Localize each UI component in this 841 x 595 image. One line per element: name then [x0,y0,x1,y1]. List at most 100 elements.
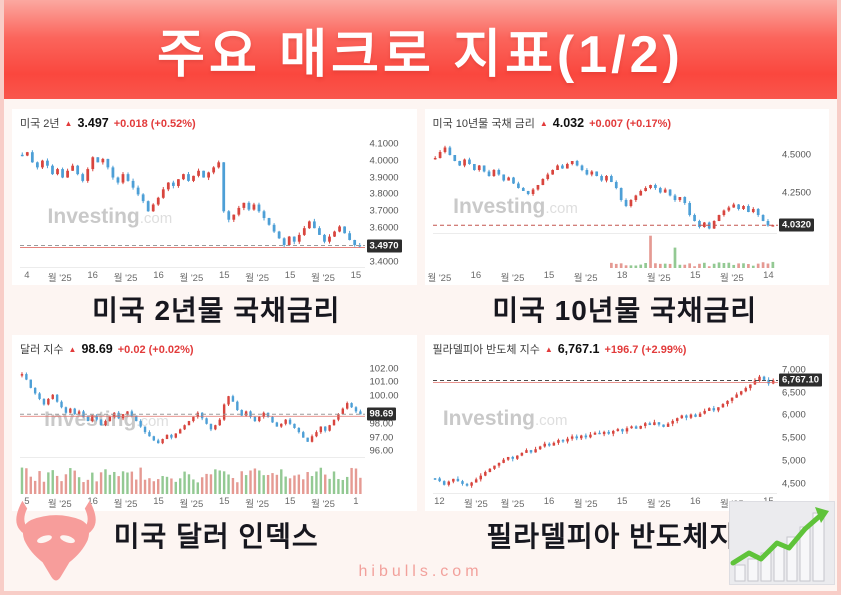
x-tick-label: 월 '25 [500,273,525,284]
candlestick-plot: Investing.com [432,363,778,494]
chart-card-philly-semi: 필라델피아 반도체 지수 ▲ 6,767.1 +196.7 (+2.99%) I… [424,335,829,511]
chart-title: 필라델피아 반도체 지수 [432,344,540,356]
x-tick-label: 월 '25 [113,499,138,510]
last-value: 6,767.1 [557,342,600,356]
x-tick-label: 월 '25 [573,273,598,284]
x-axis: 월 '25 16 월 '25 15 월 '25 18 월 '25 15 월 '25 14 [427,268,778,284]
y-tick-label: 4.1000 [369,138,399,150]
y-tick-label: 98.00 [369,418,394,430]
y-tick-label: 3.8000 [369,188,399,200]
x-tick-label: 월 '25 [245,499,270,510]
caption-row-bottom: 미국 달러 인덱스 필라델피아 반도체지수 [12,515,829,555]
x-tick-label: 15 [350,270,362,281]
x-tick-label: 15 [284,496,296,507]
y-tick-label: 4,500 [782,478,806,490]
y-tick-label: 6,000 [782,409,806,421]
x-tick-label: 월 '25 [113,273,138,284]
last-price-badge: 98.69 [366,407,397,421]
y-axis: 102.00 101.00 100.00 98.00 97.00 96.00 98.69 [365,363,415,509]
chart-row-top: 미국 2년 ▲ 3.497 +0.018 (+0.52%) Investing.… [12,109,829,285]
volume-panel [433,234,778,268]
x-tick-label: 16 [87,270,98,281]
chart-caption-us-2y: 미국 2년물 국채금리 [92,295,341,326]
chart-card-us-10y: 미국 10년물 국채 금리 ▲ 4.032 +0.007 (+0.17%) In… [424,109,829,285]
y-tick-label: 4.0000 [369,155,399,167]
x-tick-label: 4 [24,270,30,281]
candlestick-plot: Investing.com [20,363,365,458]
chart-caption-philly-semi: 필라델피아 반도체지수 [486,521,763,552]
x-tick-label: 월 '25 [47,273,72,284]
y-tick-label: 101.00 [369,376,399,388]
content-area: 미국 2년 ▲ 3.497 +0.018 (+0.52%) Investing.… [4,99,837,581]
chart-title: 미국 10년물 국채 금리 [432,118,535,130]
footer-url: hibulls.com [358,563,483,580]
y-tick-label: 3.6000 [369,222,399,234]
x-tick-label: 16 [689,496,701,507]
x-tick-label: 월 '25 [573,499,598,510]
volume-panel [20,458,365,494]
x-tick-label: 월 '25 [179,273,204,284]
x-tick-label: 14 [763,270,774,281]
chart-body: Investing.com 월 '25 16 월 '25 15 월 '25 18 월 '25… [427,137,828,284]
x-tick-label: 18 [616,270,628,281]
x-tick-label: 월 '25 [646,273,671,284]
y-tick-label: 102.00 [369,363,399,375]
x-tick-label: 월 '25 [464,499,488,510]
y-tick-label: 97.00 [369,432,394,444]
x-axis: 5 월 '25 16 월 '25 15 월 '25 15 월 '25 15 월 '25 1 [20,494,365,510]
chart-caption-dollar-index: 미국 달러 인덱스 [113,521,319,552]
x-tick-label: 16 [153,270,164,281]
x-tick-label: 15 [689,270,701,281]
up-arrow-icon: ▲ [64,119,73,128]
x-tick-label: 15 [153,496,164,507]
y-tick-label: 3.7000 [369,205,399,217]
last-value: 98.69 [81,342,113,356]
x-tick-label: 월 '25 [427,273,452,284]
y-tick-label: 5,500 [782,432,806,444]
y-axis: 4.1000 4.0000 3.9000 3.8000 3.7000 3.6000 3.40… [365,137,415,283]
page-title: 주요 매크로 지표(1/2) [157,26,684,84]
candlestick-plot: Investing.com [432,137,778,234]
x-tick-label: 월 '25 [179,499,204,510]
header-banner: 주요 매크로 지표(1/2) [4,0,837,99]
y-tick-label: 100.00 [369,390,399,402]
change-value: +0.007 (+0.17%) [589,118,672,130]
x-tick-label: 15 [218,270,230,281]
x-tick-label: 1 [353,496,359,507]
y-axis: 4.5000 4.2500 4.0320 [777,137,827,283]
chart-header: 미국 10년물 국채 금리 ▲ 4.032 +0.007 (+0.17%) [433,115,828,133]
chart-body: Investing.com 4 월 '25 16 월 '25 16 월 '25 15 월 '2… [20,137,415,284]
y-tick-label: 4.5000 [782,149,812,161]
chart-title: 미국 2년 [20,118,60,130]
chart-header: 필라델피아 반도체 지수 ▲ 6,767.1 +196.7 (+2.99%) [433,341,828,359]
last-price-badge: 3.4970 [366,239,402,253]
last-price-badge: 4.0320 [779,218,815,232]
y-tick-label: 5,000 [782,455,806,467]
chart-caption-us-10y: 미국 10년물 국채금리 [492,295,758,326]
x-tick-label: 월 '25 [245,273,270,284]
y-tick-label: 7,000 [782,364,806,376]
last-price-badge: 6,767.10 [779,373,822,387]
x-tick-label: 월 '25 [311,499,335,510]
chart-row-bottom: 달러 지수 ▲ 98.69 +0.02 (+0.02%) Investing.c… [12,335,829,511]
y-tick-label: 96.00 [369,445,394,457]
chart-card-us-2y: 미국 2년 ▲ 3.497 +0.018 (+0.52%) Investing.… [12,109,417,285]
x-tick-label: 월 '25 [719,273,744,284]
last-value: 3.497 [77,116,109,130]
last-value: 4.032 [552,116,585,130]
chart-body: Investing.com 12 월 '25 월 '25 16 월 '25 15 월 '25… [432,363,828,510]
chart-card-dollar-index: 달러 지수 ▲ 98.69 +0.02 (+0.02%) Investing.c… [12,335,417,511]
y-tick-label: 4.2500 [782,187,812,198]
candlestick-plot: Investing.com [20,137,365,268]
change-value: +196.7 (+2.99%) [604,344,687,356]
change-value: +0.02 (+0.02%) [117,344,194,356]
bull-logo-icon [16,500,96,581]
x-tick-label: 월 '25 [500,499,525,510]
up-arrow-icon: ▲ [544,345,553,354]
x-tick-label: 월 '25 [47,499,72,510]
chart-body: Investing.com 5 월 '25 16 월 '25 15 월 '25 15 월 '2… [20,363,415,510]
y-tick-label: 3.4000 [369,256,399,268]
x-tick-label: 15 [543,270,555,281]
x-tick-label: 월 '25 [311,273,335,284]
